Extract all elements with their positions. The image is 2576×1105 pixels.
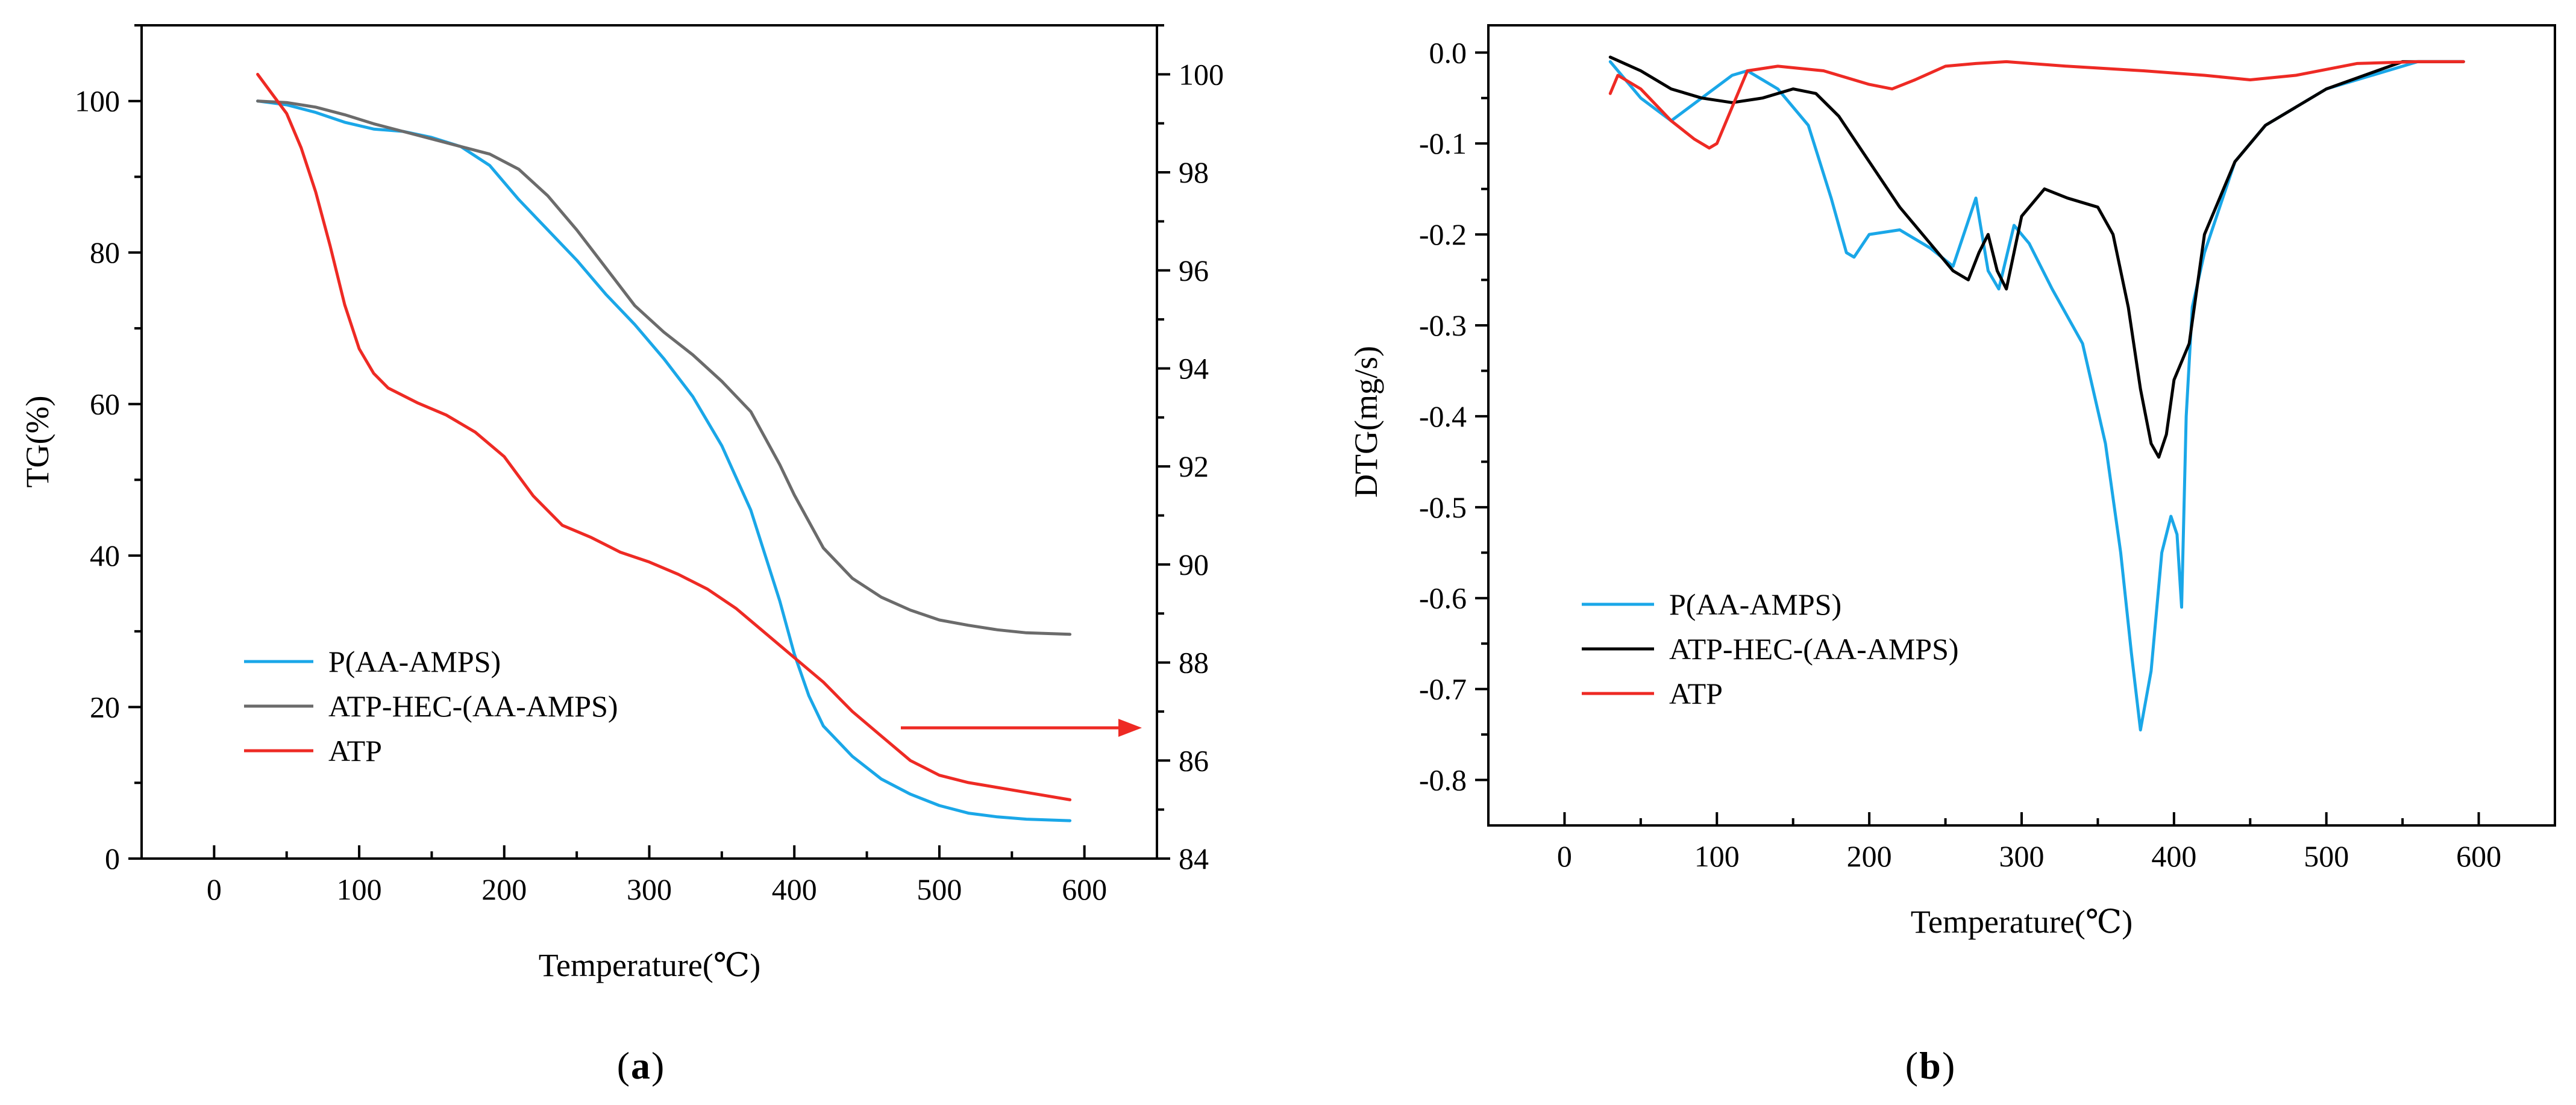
panel-b-plot-frame (1487, 24, 2556, 827)
y-tick-label: -0.7 (1419, 672, 1467, 706)
y2-tick-label: 94 (1179, 351, 1209, 385)
x-tick-label: 300 (627, 872, 672, 906)
y-tick-label: -0.5 (1419, 490, 1467, 524)
x-tick-label: 0 (1557, 839, 1572, 873)
y-tick-label: -0.2 (1419, 218, 1467, 251)
legend-label-atp-hec: ATP-HEC-(AA-AMPS) (1669, 632, 1959, 666)
y-tick-label: -0.8 (1419, 763, 1467, 797)
y-tick-label: -0.6 (1419, 581, 1467, 615)
legend-label-atp: ATP (1669, 677, 1723, 710)
svg-text:): ) (651, 1044, 664, 1087)
x-tick-label: 400 (772, 872, 817, 906)
panel-a-letter: a (631, 1044, 650, 1087)
x-tick-label: 500 (2304, 839, 2349, 873)
y2-tick-label: 96 (1179, 254, 1209, 287)
legend-label-p-aa-amps: P(AA-AMPS) (1669, 587, 1841, 621)
y-tick-label: 100 (75, 84, 120, 118)
panel-a-y2-ticks: 84 86 88 90 92 94 96 98 100 (1157, 24, 1224, 875)
x-tick-label: 100 (337, 872, 382, 906)
panel-b-x-axis-title: Temperature(℃) (1911, 904, 2133, 940)
svg-text:): ) (1942, 1044, 1955, 1087)
y-tick-label: 40 (90, 539, 120, 572)
x-tick-label: 0 (207, 872, 222, 906)
panel-b-x-ticks: 0 100 200 300 400 500 600 (1557, 812, 2501, 873)
svg-text:(: ( (1905, 1044, 1918, 1087)
series-line-atp (256, 72, 1072, 801)
panel-b-y-axis-title: DTG(mg/s) (1348, 346, 1384, 498)
panel-a-series (256, 72, 1072, 822)
panel-a-atp-arrow (901, 719, 1142, 737)
x-tick-label: 300 (1999, 839, 2045, 873)
y-tick-label: 0 (105, 842, 120, 875)
series-line-p-aa-amps (1608, 60, 2465, 731)
x-tick-label: 200 (1847, 839, 1892, 873)
panel-b-letter: b (1919, 1044, 1941, 1087)
x-tick-label: 600 (2456, 839, 2501, 873)
y-tick-label: 20 (90, 690, 120, 724)
x-tick-label: 200 (481, 872, 527, 906)
y2-tick-label: 86 (1179, 743, 1209, 777)
svg-text:(: ( (617, 1044, 630, 1087)
y2-tick-label: 92 (1179, 449, 1209, 483)
panel-b-legend: P(AA-AMPS) ATP-HEC-(AA-AMPS) ATP (1582, 587, 1959, 710)
y-tick-label: 60 (90, 387, 120, 421)
panel-a-tg-chart: 0 100 200 300 400 500 600 0 20 40 60 80 100 84 86 88 9… (19, 24, 1224, 1087)
y-tick-label: -0.1 (1419, 127, 1467, 160)
panel-a-legend: P(AA-AMPS) ATP-HEC-(AA-AMPS) ATP (244, 645, 618, 768)
x-tick-label: 100 (1694, 839, 1740, 873)
x-tick-label: 500 (917, 872, 962, 906)
panel-b-dtg-chart: 0 100 200 300 400 500 600 0.0 -0.1 -0.2 -0.3 -0.4 -… (1348, 24, 2556, 1087)
y2-tick-label: 88 (1179, 646, 1209, 680)
panel-a-plot-frame (140, 24, 1158, 860)
y-tick-label: -0.3 (1419, 308, 1467, 342)
y2-tick-label: 98 (1179, 155, 1209, 189)
series-line-atp-hec-aa-amps (256, 99, 1072, 636)
panel-a-y-ticks: 0 20 40 60 80 100 (75, 24, 142, 875)
panel-a-x-ticks: 0 100 200 300 400 500 600 (207, 845, 1107, 906)
panel-b-series (1608, 55, 2465, 731)
legend-label-p-aa-amps: P(AA-AMPS) (328, 645, 501, 678)
legend-label-atp: ATP (328, 734, 382, 768)
panel-a-x-axis-title: Temperature(℃) (539, 947, 760, 983)
series-line-atp (1608, 60, 2465, 150)
legend-label-atp-hec: ATP-HEC-(AA-AMPS) (328, 689, 618, 723)
y-tick-label: 0.0 (1429, 36, 1467, 69)
y-tick-label: 80 (90, 236, 120, 269)
x-tick-label: 600 (1062, 872, 1107, 906)
panel-a-label: ( a ) (617, 1044, 665, 1087)
y2-tick-label: 100 (1179, 57, 1224, 91)
panel-a-y-axis-title: TG(%) (19, 396, 55, 488)
panel-b-label: ( b ) (1905, 1044, 1955, 1087)
series-line-atp-hec-aa-amps (1608, 55, 2465, 459)
y2-tick-label: 84 (1179, 842, 1209, 875)
y2-tick-label: 90 (1179, 548, 1209, 581)
panel-b-y-ticks: 0.0 -0.1 -0.2 -0.3 -0.4 -0.5 -0.6 -0.7 -0.8 (1419, 36, 1488, 797)
x-tick-label: 400 (2151, 839, 2196, 873)
y-tick-label: -0.4 (1419, 399, 1467, 433)
